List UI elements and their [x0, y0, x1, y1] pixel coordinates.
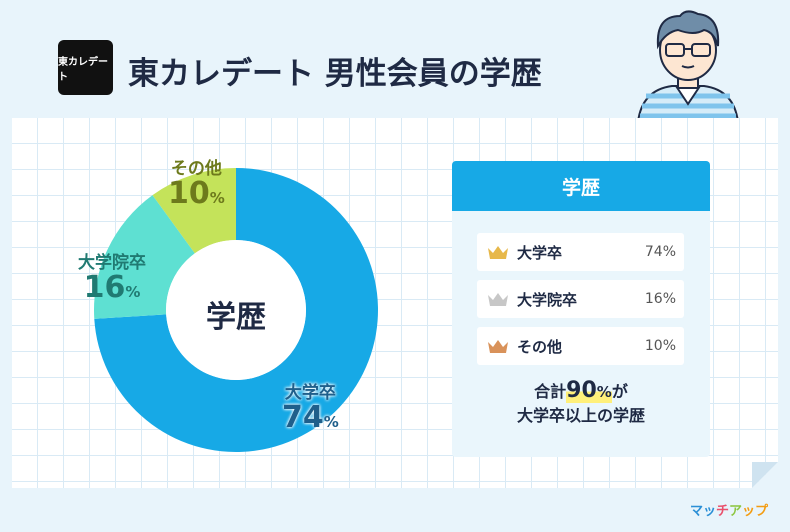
gold-crown-icon: [488, 246, 508, 259]
summary-line2: 大学卒以上の学歴: [516, 406, 645, 425]
brand-part: ップ: [742, 504, 769, 519]
brand-part: マッ: [690, 504, 717, 519]
rank-row-2: 大学院卒 16%: [477, 280, 684, 318]
app-logo: 東カレデート: [58, 40, 113, 95]
slice-unit: %: [323, 413, 339, 431]
slice-value: 16: [83, 270, 126, 305]
slice-value: 74: [282, 400, 324, 435]
donut-slice-2: [152, 168, 236, 254]
rank-name: 大学卒: [517, 243, 563, 262]
slice-name: 大学卒: [284, 383, 336, 403]
silver-crown-icon: [488, 293, 508, 306]
man-with-glasses-illustration: [636, 10, 740, 122]
donut-hole: [166, 240, 306, 380]
summary-suffix: が: [611, 382, 628, 401]
summary-prefix: 合計: [534, 382, 567, 401]
slice-value: 10: [168, 176, 210, 211]
slice-name: その他: [170, 159, 222, 179]
summary-number: 90: [566, 378, 597, 403]
brand-part: ア: [729, 504, 743, 519]
donut-slice-0: [94, 168, 378, 452]
slice-unit: %: [209, 189, 225, 207]
rank-value: 74%: [644, 244, 676, 260]
donut-center-label: 学歴: [206, 300, 266, 335]
summary-unit: %: [596, 383, 612, 401]
rank-value: 10%: [644, 338, 676, 354]
slice-unit: %: [125, 283, 141, 301]
page-fold-corner: [752, 462, 778, 488]
rank-row-1: 大学卒 74%: [477, 233, 684, 271]
slice-label-grad: 大学卒 74%: [282, 378, 339, 437]
education-summary-panel: 学歴 大学卒 74% 大学院卒 16% その他 10% 合計90%が 大学卒以上…: [452, 161, 710, 457]
page-title: 東カレデート 男性会員の学歴: [128, 56, 542, 92]
rank-name: 大学院卒: [517, 290, 578, 309]
slice-label-other: その他 10%: [168, 154, 225, 213]
summary-highlight: 90%: [566, 378, 612, 403]
slice-label-grad-school: 大学院卒 16%: [78, 248, 146, 307]
slice-name: 大学院卒: [78, 253, 146, 273]
panel-title: 学歴: [452, 161, 710, 211]
donut-slice-1: [94, 195, 195, 319]
logo-text: 東カレデート: [58, 56, 108, 83]
bronze-crown-icon: [488, 340, 508, 353]
summary-text: 合計90%が 大学卒以上の学歴: [452, 378, 710, 428]
rank-value: 16%: [644, 291, 676, 307]
rank-row-3: その他 10%: [477, 327, 684, 365]
rank-name: その他: [517, 337, 563, 356]
brand-part: チ: [716, 504, 730, 519]
brand-logo: マッチアップ: [690, 500, 768, 519]
